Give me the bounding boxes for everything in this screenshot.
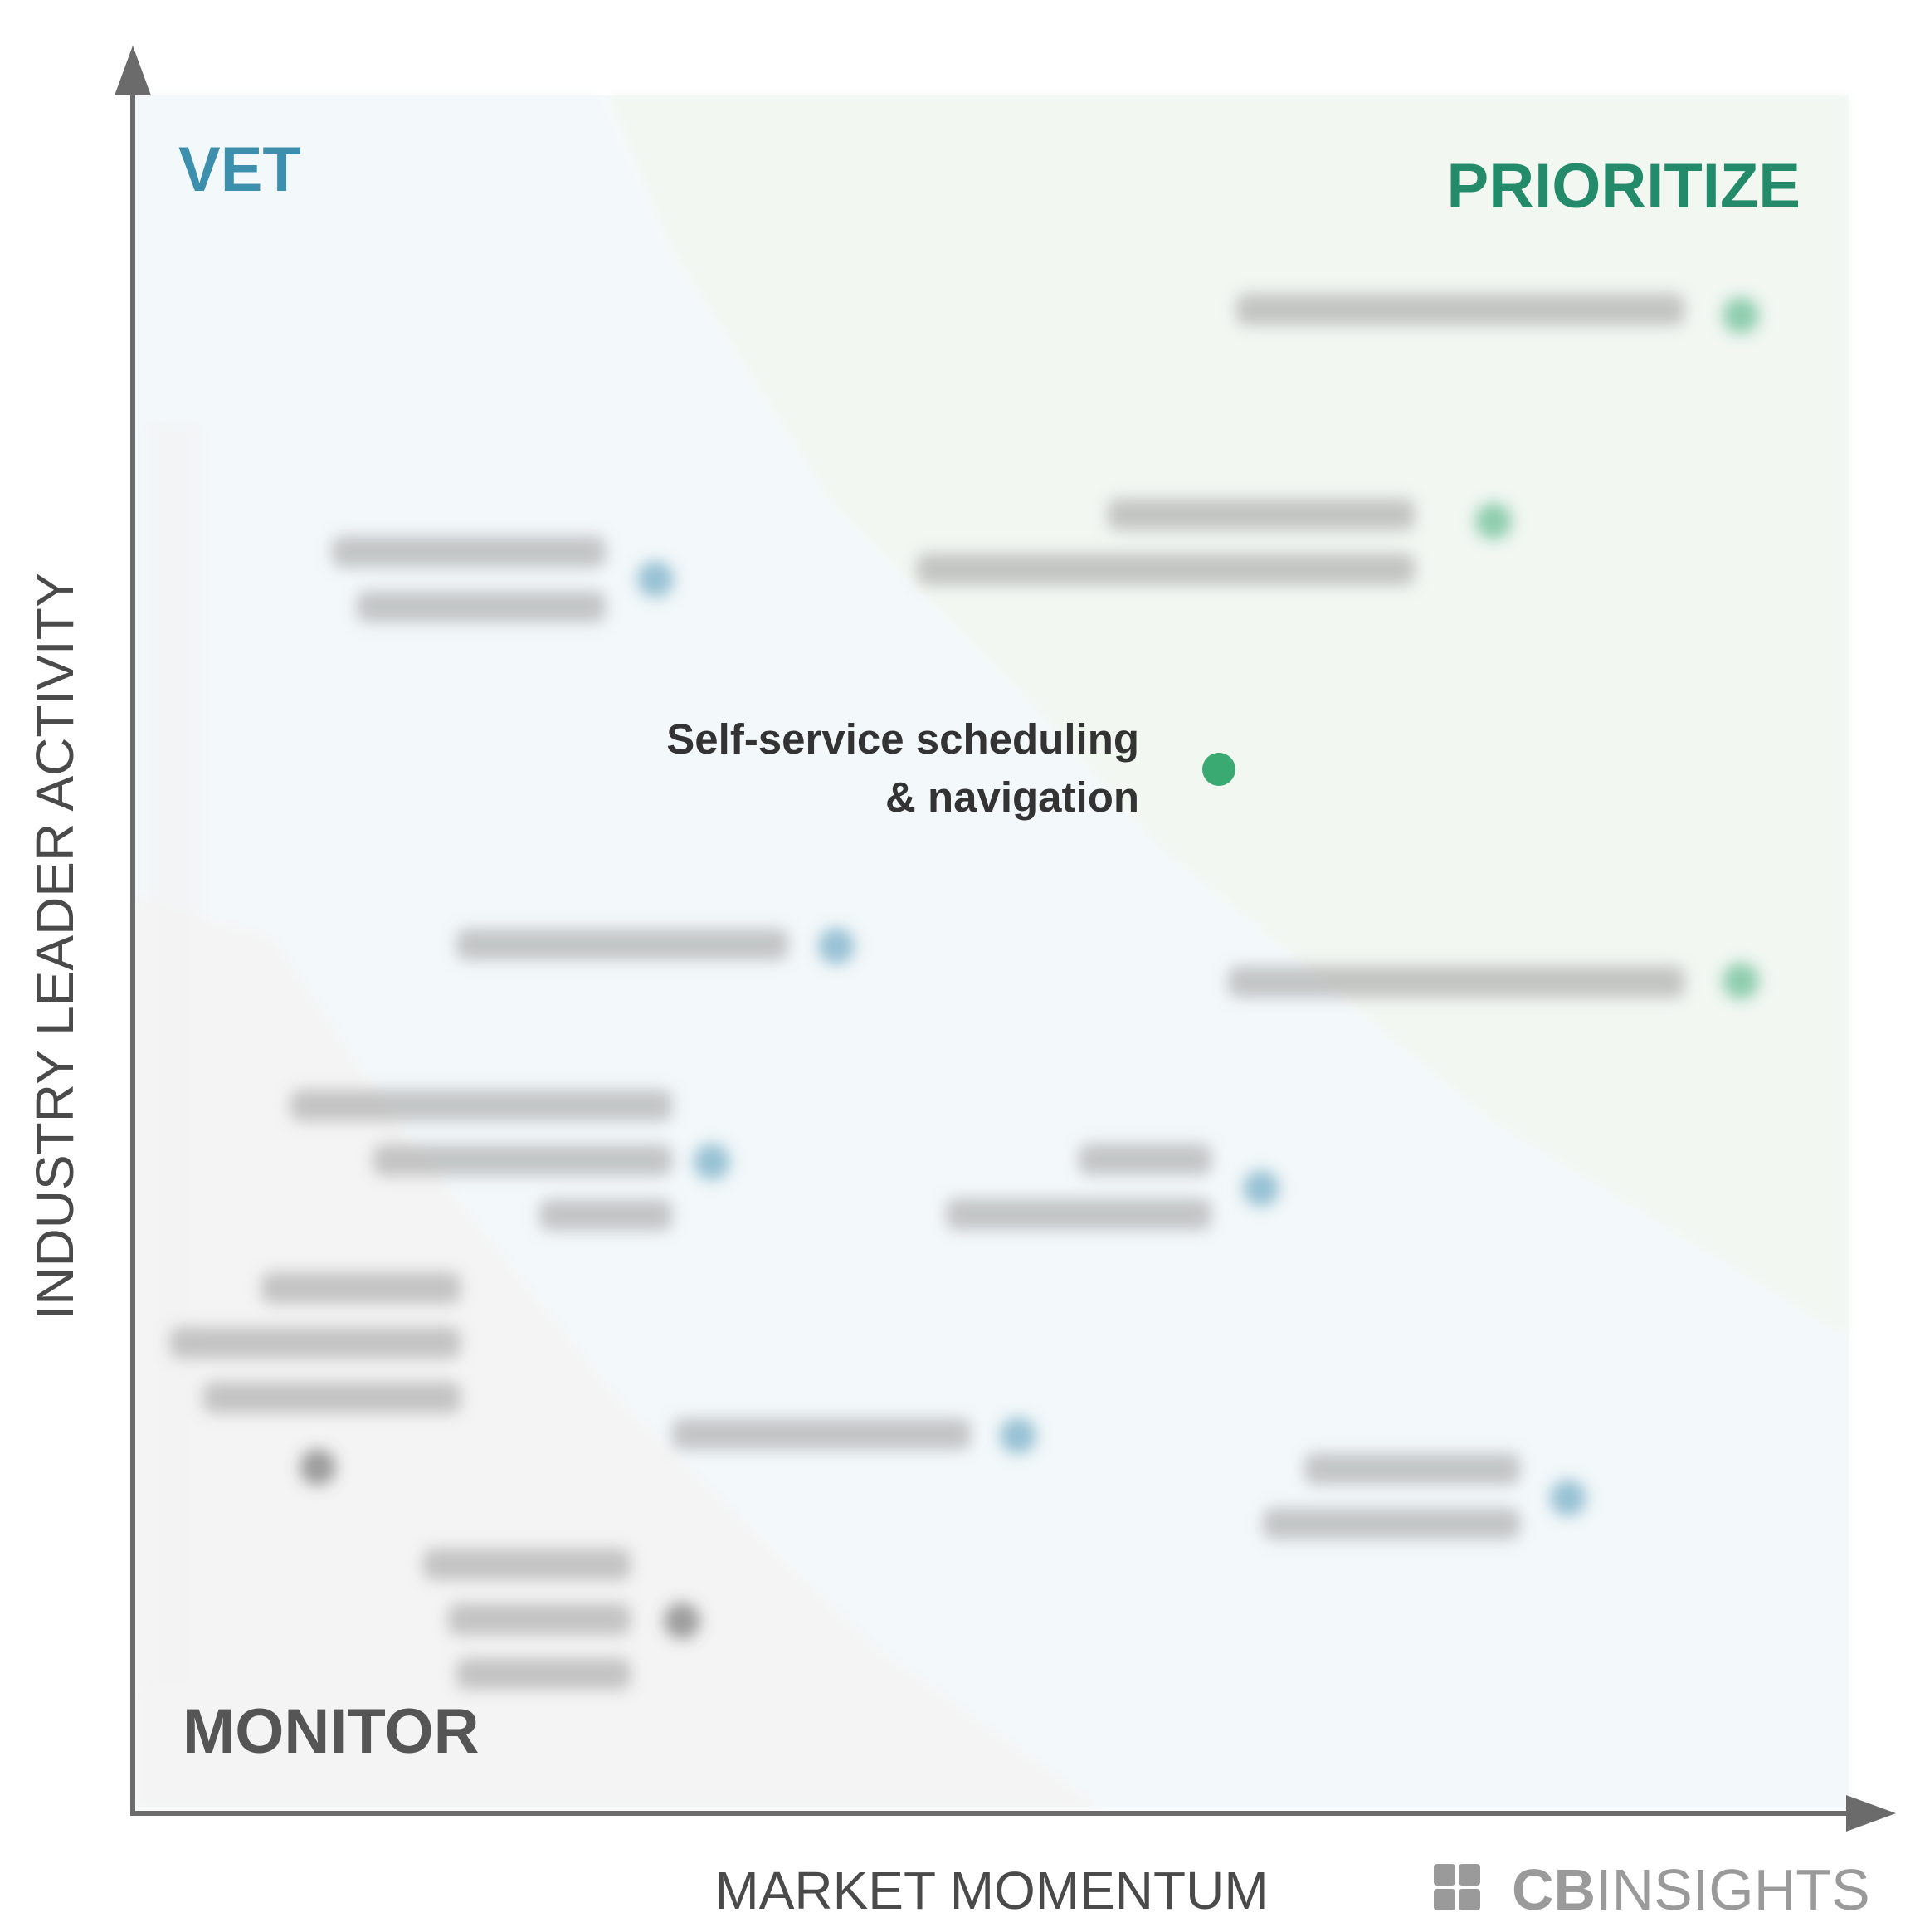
blurred-label-bar	[917, 554, 1415, 585]
zone-label-prioritize: PRIORITIZE	[1447, 151, 1801, 222]
logo-text-light: INSIGHTS	[1596, 1857, 1870, 1922]
blurred-label-bar	[1263, 1508, 1520, 1539]
logo-text-bold: CB	[1512, 1857, 1596, 1922]
blurred-label-bar	[1228, 966, 1684, 998]
cbinsights-logo-icon	[1434, 1864, 1480, 1910]
blurred-point-marker	[1723, 963, 1759, 999]
monitor-inner-panel	[148, 423, 199, 1693]
blurred-point-marker	[637, 561, 674, 598]
highlight-point-marker	[1202, 753, 1235, 786]
blurred-label-bar	[373, 1144, 672, 1176]
blurred-label-bar	[332, 536, 606, 568]
prioritize-zone	[610, 95, 1849, 1336]
blurred-point-marker	[1723, 297, 1759, 334]
blurred-label-bar	[456, 929, 788, 960]
monitor-zone	[134, 896, 1104, 1809]
highlight-label-line-1: Self-service scheduling	[666, 715, 1139, 763]
blurred-point-marker	[1550, 1480, 1586, 1516]
x-axis-arrow	[1846, 1795, 1896, 1832]
blurred-label-bar	[539, 1199, 672, 1231]
zone-backgrounds	[134, 95, 1849, 1809]
vet-zone	[134, 95, 1849, 1809]
blurred-point-marker	[818, 928, 855, 964]
blurred-label-bar	[261, 1272, 461, 1304]
blurred-point-marker	[1000, 1417, 1036, 1454]
blurred-label-bar	[203, 1382, 461, 1413]
blurred-points	[170, 294, 1759, 1690]
blurred-label-bar	[456, 1658, 631, 1690]
blurred-point-marker	[1243, 1170, 1279, 1207]
blurred-point-marker	[300, 1449, 336, 1486]
blurred-label-bar	[1304, 1453, 1520, 1485]
cbinsights-logo: CBINSIGHTS	[1434, 1857, 1870, 1922]
blurred-label-bar	[672, 1418, 971, 1450]
cbinsights-logo-text: CBINSIGHTS	[1512, 1857, 1870, 1922]
highlight-point-group: Self-service scheduling & navigation	[666, 715, 1235, 821]
blurred-label-bar	[448, 1603, 631, 1635]
blurred-label-bar	[357, 591, 606, 622]
axes	[115, 46, 1896, 1832]
blurred-label-bar	[946, 1198, 1211, 1230]
blurred-label-bar	[423, 1549, 631, 1580]
blurred-point-marker	[1475, 503, 1512, 539]
highlight-label-line-2: & navigation	[885, 773, 1139, 821]
blurred-label-bar	[1079, 1144, 1211, 1175]
zone-label-monitor: MONITOR	[183, 1696, 479, 1767]
blurred-point-marker	[694, 1144, 730, 1180]
zone-label-vet: VET	[178, 134, 301, 205]
blurred-point-marker	[664, 1603, 700, 1639]
y-axis-title: INDUSTRY LEADER ACTIVITY	[25, 573, 85, 1320]
blurred-label-bar	[170, 1327, 461, 1359]
y-axis-arrow	[115, 46, 151, 95]
x-axis-title: MARKET MOMENTUM	[714, 1861, 1268, 1920]
blurred-label-bar	[1236, 294, 1684, 325]
blurred-label-bar	[1108, 499, 1415, 530]
blurred-label-bar	[290, 1090, 672, 1121]
